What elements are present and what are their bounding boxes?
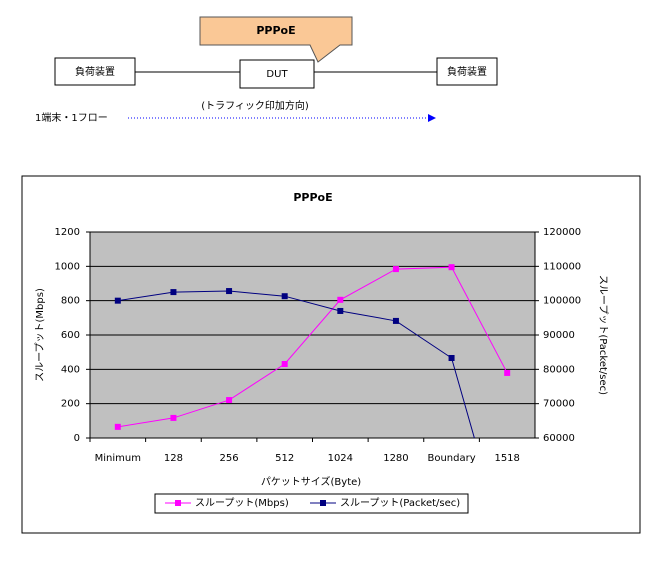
y-axis-label: スループット(Mbps) (34, 288, 46, 382)
node-label: DUT (266, 69, 288, 80)
point (504, 550, 510, 556)
y-tick-label: 200 (61, 399, 80, 410)
point (337, 307, 344, 314)
series (114, 264, 511, 430)
point (504, 369, 511, 376)
chart-title: PPPoE (293, 191, 332, 204)
x-tick-label: Boundary (427, 453, 475, 464)
callout-label: PPPoE (256, 24, 295, 37)
point (226, 397, 233, 404)
y2-axis-label: スループット(Packet/sec) (597, 275, 609, 395)
y2-tick-label: 100000 (543, 296, 581, 307)
x-tick-label: 1024 (328, 453, 353, 464)
y2-tick-label: 80000 (543, 364, 575, 375)
x-tick-label: 1518 (494, 453, 519, 464)
callout-shape (199, 16, 353, 63)
direction-label: (トラフィック印加方向) (201, 99, 309, 112)
arrow-head (428, 114, 436, 122)
x-tick-label: 1280 (383, 453, 408, 464)
legend-marker (320, 500, 326, 506)
node-label: 負荷装置 (75, 65, 115, 78)
y-tick-label: 400 (61, 364, 80, 375)
point (392, 317, 399, 324)
x-tick-label: 256 (220, 453, 239, 464)
node-box (239, 59, 315, 89)
x-tick-label: Minimum (95, 453, 141, 464)
y-tick-label: 600 (61, 330, 80, 341)
node-box (54, 57, 136, 86)
point (114, 423, 121, 430)
legend-label: スループット(Mbps) (195, 497, 289, 509)
series-line (117, 290, 475, 438)
y-tick-label: 0 (74, 433, 80, 444)
x-axis-label: パケットサイズ(Byte) (261, 475, 361, 488)
point (281, 293, 288, 300)
diagram: PPPoE 負荷装置 DUT 負荷装置 (トラフィック印加方向) 1端末・1フロ… (35, 16, 498, 124)
point (170, 414, 177, 421)
flow-label: 1端末・1フロー (35, 111, 108, 124)
y-tick-label: 1200 (55, 227, 80, 238)
y2-tick-label: 120000 (543, 227, 581, 238)
y-tick-label: 1000 (55, 261, 80, 272)
y2-tick-label: 60000 (543, 433, 575, 444)
series-line (117, 266, 508, 428)
y-tick-label: 800 (61, 296, 80, 307)
point (170, 289, 177, 296)
y2-tick-label: 90000 (543, 330, 575, 341)
series (114, 288, 510, 556)
point (114, 297, 121, 304)
y2-tick-label: 70000 (543, 399, 575, 410)
point (392, 266, 399, 273)
point (448, 355, 455, 362)
legend-label: スループット(Packet/sec) (340, 497, 460, 509)
y2-tick-label: 110000 (543, 261, 581, 272)
node-label: 負荷装置 (447, 65, 487, 78)
node-box (436, 57, 498, 86)
x-tick-label: 512 (275, 453, 294, 464)
point (337, 296, 344, 303)
x-tick-label: 128 (164, 453, 183, 464)
point (226, 288, 233, 295)
point (281, 361, 288, 368)
point (448, 264, 455, 271)
legend-marker (175, 500, 181, 506)
